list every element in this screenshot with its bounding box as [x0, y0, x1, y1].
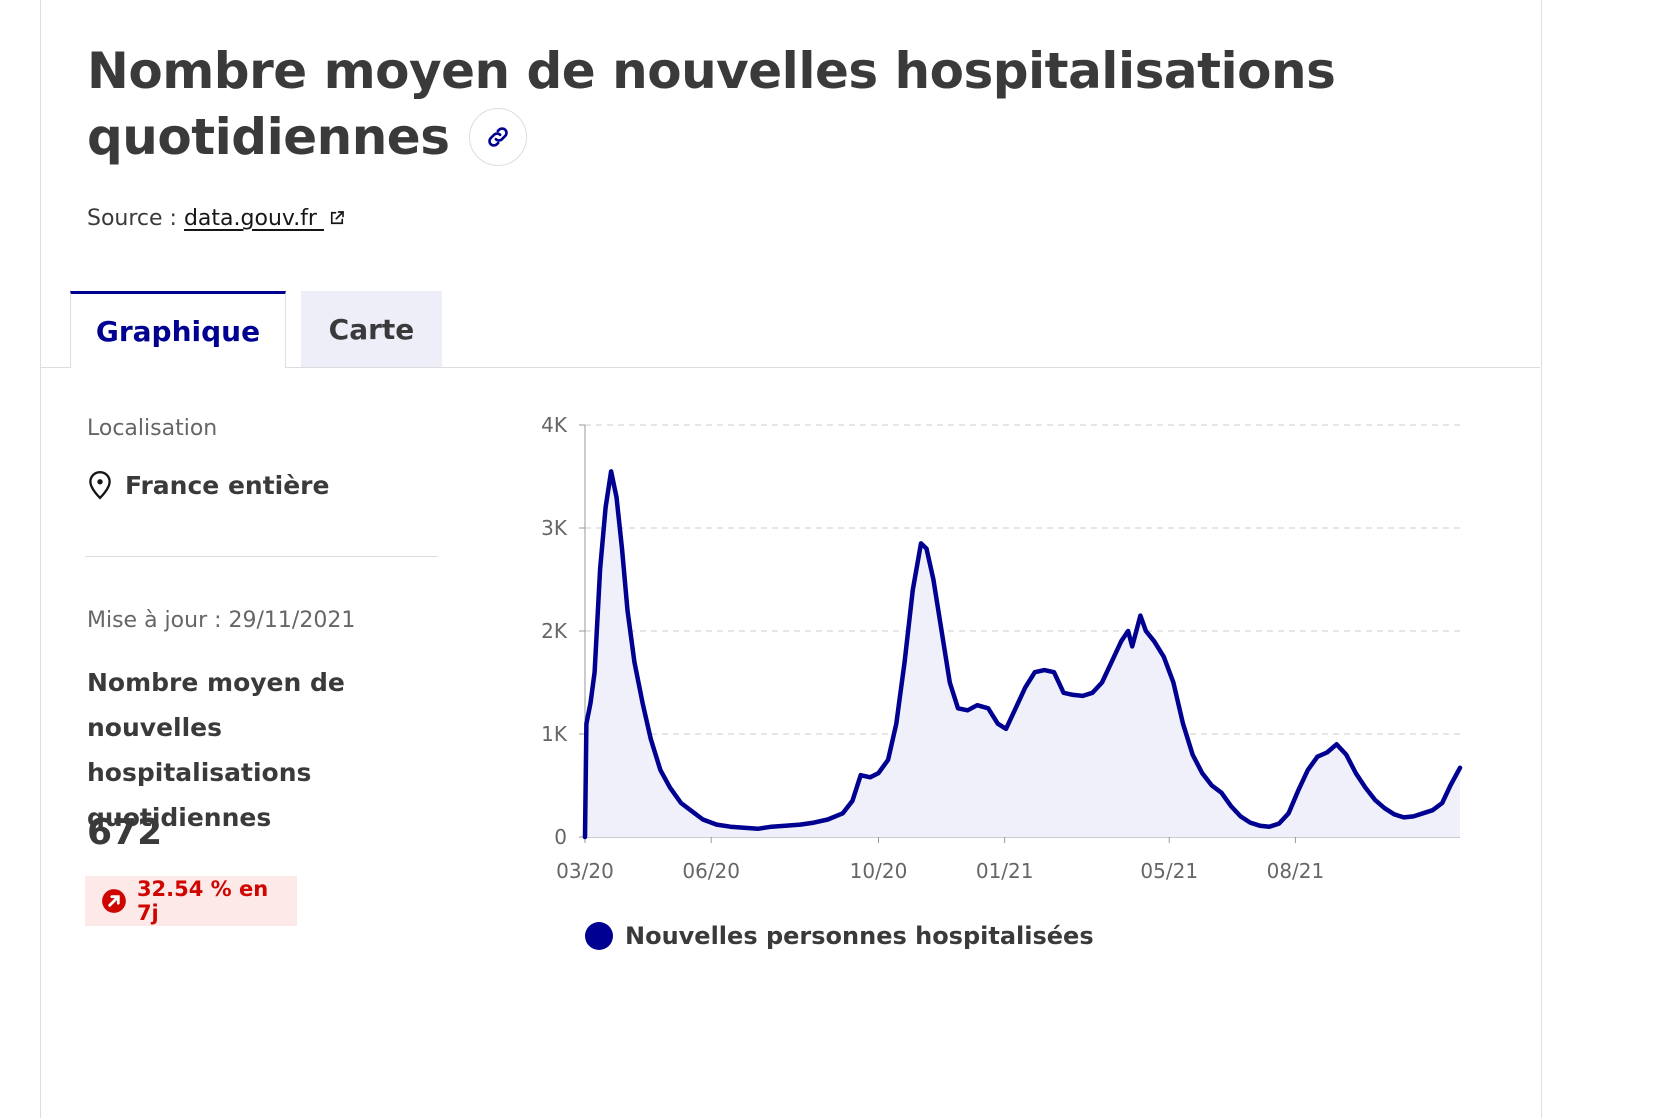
map-pin-icon [89, 470, 111, 500]
x-tick-label: 08/21 [1267, 859, 1325, 883]
tab-carte-label: Carte [328, 313, 415, 346]
link-icon [488, 126, 509, 147]
y-tick-label: 4K [541, 413, 568, 437]
page-title-text: Nombre moyen de nouvelles hospitalisatio… [87, 42, 1336, 166]
x-tick-label: 10/20 [850, 859, 908, 883]
trend-badge: 32.54 % en 7j [85, 876, 297, 926]
tab-divider [40, 367, 1540, 368]
hospitalisations-chart: 0 1K 2K 3K 4K 03/20 06/20 10/20 01/21 05/21 08/21 [541, 413, 1463, 883]
source-line: Source : data.gouv.fr [87, 206, 346, 231]
metric-value: 672 [87, 812, 163, 853]
y-tick-label: 0 [554, 825, 567, 849]
update-date: Mise à jour : 29/11/2021 [87, 608, 356, 633]
tab-carte[interactable]: Carte [301, 291, 442, 368]
trend-text: 32.54 % en 7j [136, 877, 269, 925]
x-tick-label: 01/21 [976, 859, 1034, 883]
y-tick-label: 2K [541, 619, 568, 643]
source-link[interactable]: data.gouv.fr [184, 206, 346, 231]
location-selector[interactable]: France entière [87, 470, 329, 500]
copy-link-button[interactable] [469, 107, 528, 166]
sidebar-divider [85, 556, 438, 557]
source-prefix: Source : [87, 206, 177, 231]
page-title: Nombre moyen de nouvelles hospitalisatio… [87, 38, 1347, 170]
arrow-up-right-icon [102, 889, 126, 913]
series-area [585, 471, 1460, 837]
legend-label: Nouvelles personnes hospitalisées [625, 922, 1094, 950]
source-link-text: data.gouv.fr [183, 206, 317, 231]
series-line [582, 469, 1463, 840]
tab-graphique[interactable]: Graphique [70, 291, 286, 368]
x-tick-label: 05/21 [1140, 859, 1198, 883]
x-tick-label: 03/20 [556, 859, 614, 883]
content-card [40, 0, 1542, 1118]
y-tick-label: 3K [541, 516, 568, 540]
location-value: France entière [125, 470, 330, 500]
legend-swatch [585, 922, 613, 950]
tab-graphique-label: Graphique [95, 314, 261, 348]
external-link-icon [330, 211, 344, 225]
location-label: Localisation [87, 416, 218, 441]
chart-legend: Nouvelles personnes hospitalisées [585, 922, 1094, 950]
y-tick-label: 1K [541, 722, 568, 746]
metric-label: Nombre moyen de nouvelles hospitalisatio… [87, 668, 345, 832]
x-tick-label: 06/20 [682, 859, 740, 883]
